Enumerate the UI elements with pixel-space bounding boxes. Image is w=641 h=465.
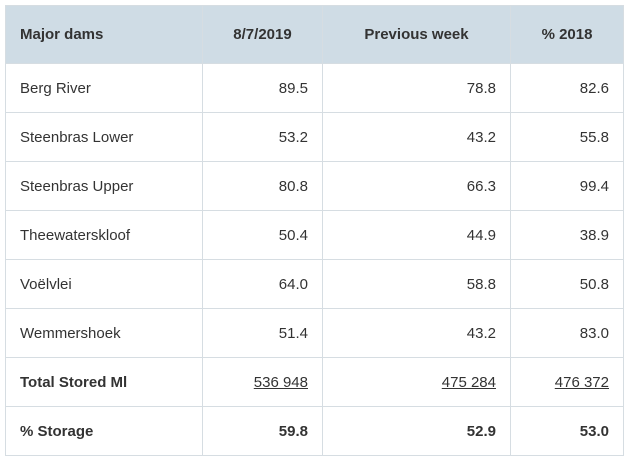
row-label: Steenbras Upper <box>5 161 203 211</box>
row-label: Berg River <box>5 63 203 113</box>
cell: 53.0 <box>510 406 624 456</box>
cell: 78.8 <box>322 63 511 113</box>
cell: 53.2 <box>202 112 323 162</box>
header-row: Major dams 8/7/2019 Previous week% 2018 <box>5 5 624 64</box>
row-label: Total Stored Ml <box>5 357 203 407</box>
cell: 50.4 <box>202 210 323 260</box>
header-cell: 8/7/2019 <box>202 5 323 64</box>
cell: 475 284 <box>322 357 511 407</box>
cell: 83.0 <box>510 308 624 358</box>
row-label: Theewaterskloof <box>5 210 203 260</box>
cell: 59.8 <box>202 406 323 456</box>
total-link: 536 948 <box>253 373 308 391</box>
cell: 536 948 <box>202 357 323 407</box>
table-row: Steenbras Upper 80.8 66.3 99.4 <box>5 161 624 211</box>
cell: 51.4 <box>202 308 323 358</box>
total-link: 476 372 <box>554 373 609 391</box>
row-label: Wemmershoek <box>5 308 203 358</box>
table-row: Steenbras Lower 53.2 43.2 55.8 <box>5 112 624 162</box>
total-link: 475 284 <box>441 373 496 391</box>
cell: 80.8 <box>202 161 323 211</box>
table-row: Theewaterskloof 50.4 44.9 38.9 <box>5 210 624 260</box>
cell: 66.3 <box>322 161 511 211</box>
table-body: Berg River 89.5 78.8 82.6 Steenbras Lower 53.… <box>5 63 624 456</box>
cell: 55.8 <box>510 112 624 162</box>
row-label: Voëlvlei <box>5 259 203 309</box>
cell: 99.4 <box>510 161 624 211</box>
table-row: % Storage 59.8 52.9 53.0 <box>5 406 624 456</box>
cell: 64.0 <box>202 259 323 309</box>
header-cell: Major dams <box>5 5 203 64</box>
header-cell: % 2018 <box>510 5 624 64</box>
cell: 50.8 <box>510 259 624 309</box>
cell: 89.5 <box>202 63 323 113</box>
cell: 82.6 <box>510 63 624 113</box>
cell: 43.2 <box>322 112 511 162</box>
cell: 58.8 <box>322 259 511 309</box>
row-label: Steenbras Lower <box>5 112 203 162</box>
cell: 38.9 <box>510 210 624 260</box>
row-label: % Storage <box>5 406 203 456</box>
table-row: Total Stored Ml 536 948 475 284 476 372 <box>5 357 624 407</box>
cell: 43.2 <box>322 308 511 358</box>
dam-table: Major dams 8/7/2019 Previous week% 2018 Be… <box>5 5 624 456</box>
table-row: Wemmershoek 51.4 43.2 83.0 <box>5 308 624 358</box>
cell: 52.9 <box>322 406 511 456</box>
cell: 44.9 <box>322 210 511 260</box>
cell: 476 372 <box>510 357 624 407</box>
table-row: Berg River 89.5 78.8 82.6 <box>5 63 624 113</box>
header-cell: Previous week <box>322 5 511 64</box>
table-row: Voëlvlei 64.0 58.8 50.8 <box>5 259 624 309</box>
